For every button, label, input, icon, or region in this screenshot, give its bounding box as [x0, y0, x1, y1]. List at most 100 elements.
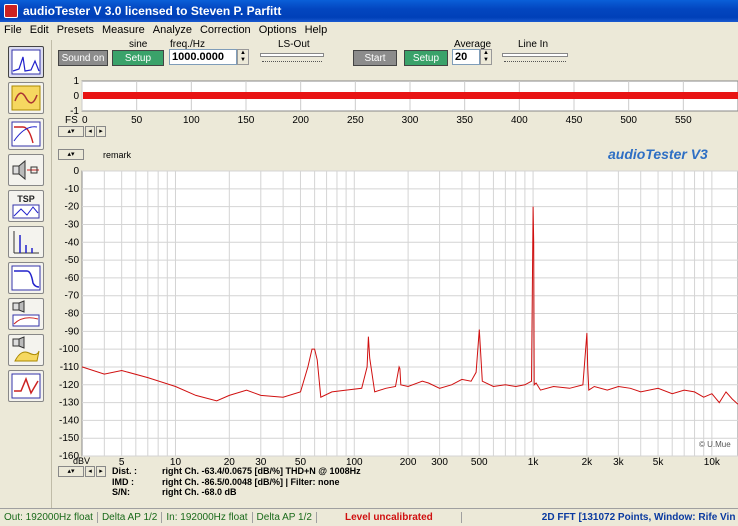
- scope-zoom-button[interactable]: ▴▾: [58, 126, 84, 137]
- tsp-button[interactable]: TSP: [8, 190, 44, 222]
- spectrum-y-tick-label: -50: [65, 255, 80, 266]
- tsp-icon: TSP: [12, 194, 40, 219]
- spectrum-y-tick-label: -120: [59, 380, 79, 391]
- spectrum-x-tick-label: 10k: [704, 457, 721, 468]
- scope-x-tick-label: 450: [566, 115, 583, 126]
- spectrum-scroll-left-button[interactable]: ◂: [85, 466, 95, 477]
- scope-scroll-left-button[interactable]: ◂: [85, 126, 95, 137]
- frequency-spinner[interactable]: ▲ ▼: [237, 49, 249, 65]
- title-bar: audioTester V 3.0 licensed to Steven P. …: [0, 0, 738, 22]
- scope-x-tick-label: 550: [675, 115, 692, 126]
- scope-signal-trace: [83, 92, 738, 99]
- imd-label: IMD :: [112, 477, 134, 487]
- loudspeaker-icon: [12, 336, 40, 362]
- dist-value: right Ch. -63.4/0.0675 [dB/%] THD+N @ 10…: [162, 466, 361, 476]
- copyright-label: © U.Mue: [699, 440, 731, 449]
- generator-setup-button[interactable]: Setup: [112, 50, 164, 66]
- sound-on-button[interactable]: Sound on: [58, 50, 108, 66]
- spectrum-y-tick-label: -30: [65, 219, 80, 230]
- remark-label: remark: [103, 150, 132, 160]
- tool-sidebar: TSP: [0, 40, 52, 508]
- average-label: Average: [454, 39, 492, 50]
- spectrum-x-tick-label: 3k: [613, 457, 625, 468]
- phase-button[interactable]: [8, 370, 44, 402]
- line-in-slider[interactable]: [502, 50, 568, 64]
- menu-analyze[interactable]: Analyze: [152, 24, 192, 36]
- spectrum-x-tick-label: 200: [400, 457, 417, 468]
- scope-x-tick-label: 100: [183, 115, 200, 126]
- average-spinner[interactable]: ▲ ▼: [480, 49, 492, 65]
- scope-panel: 10-1 FS 0 50 100 150 200 250 300 350 400 450 500 55…: [65, 76, 738, 126]
- sn-value: right Ch. -68.0 dB: [162, 487, 237, 497]
- menu-presets[interactable]: Presets: [56, 24, 94, 36]
- scope-x-tick-label: 250: [347, 115, 364, 126]
- scope-x-tick-label: 500: [620, 115, 637, 126]
- window-title: audioTester V 3.0 licensed to Steven P. …: [23, 4, 282, 18]
- spectrum-scroll-right-button[interactable]: ▸: [96, 466, 106, 477]
- ls-out-slider[interactable]: [260, 50, 324, 64]
- menu-options[interactable]: Options: [258, 24, 297, 36]
- dist-label: Dist. :: [112, 466, 138, 476]
- filter-button[interactable]: [8, 262, 44, 294]
- scope-scroll-right-button[interactable]: ▸: [96, 126, 106, 137]
- scope-icon: [11, 85, 41, 111]
- speaker-icon: [12, 159, 39, 181]
- spectrum-trace: [81, 206, 738, 405]
- analyzer-setup-button[interactable]: Setup: [404, 50, 448, 66]
- freq-label: freq./Hz: [170, 39, 206, 50]
- scope-y-tick-label: 1: [73, 76, 79, 87]
- average-input[interactable]: 20: [452, 49, 480, 65]
- scope-y-tick-label: 0: [73, 91, 79, 102]
- spectrum-x-zoom-button[interactable]: ▴▾: [58, 466, 84, 477]
- menu-correction[interactable]: Correction: [199, 24, 251, 36]
- status-input-device: Delta AP 1/2: [253, 512, 317, 523]
- spectrum-y-unit: dBV: [73, 456, 90, 466]
- status-output-device: Delta AP 1/2: [98, 512, 163, 523]
- frequency-response-icon: [11, 121, 41, 147]
- spectrum-y-tick-label: 0: [73, 166, 79, 177]
- menu-measure[interactable]: Measure: [102, 24, 145, 36]
- impulse-button[interactable]: [8, 226, 44, 258]
- menu-bar: File Edit Presets Measure Analyze Correc…: [0, 22, 738, 38]
- generator-button[interactable]: [8, 154, 44, 186]
- spectrum-y-tick-label: -140: [59, 415, 79, 426]
- spectrum-y-tick-label: -110: [60, 362, 80, 373]
- audiotester-logo: audioTester V3: [608, 146, 708, 162]
- menu-help[interactable]: Help: [304, 24, 328, 36]
- spectrum-x-tick-label: 30: [255, 457, 267, 468]
- menu-edit[interactable]: Edit: [29, 24, 49, 36]
- status-level: Level uncalibrated: [317, 512, 462, 523]
- distortion-icon: [12, 300, 40, 327]
- frequency-response-button[interactable]: [8, 118, 44, 150]
- start-button[interactable]: Start: [353, 50, 397, 66]
- phase-icon: [11, 373, 41, 399]
- status-bar: Out: 192000Hz float Delta AP 1/2 In: 192…: [0, 508, 738, 526]
- frequency-input[interactable]: 1000.0000: [169, 49, 237, 65]
- oscilloscope-button[interactable]: [8, 82, 44, 114]
- loudspeaker-button[interactable]: [8, 334, 44, 366]
- spectrum-y-tick-label: -70: [65, 291, 80, 302]
- scope-x-tick-label: 0: [82, 115, 88, 126]
- spectrum-y-tick-label: -150: [59, 433, 79, 444]
- spectrum-x-tick-label: 20: [224, 457, 236, 468]
- menu-file[interactable]: File: [4, 24, 22, 36]
- status-input-format: In: 192000Hz float: [162, 512, 253, 523]
- sn-label: S/N:: [112, 487, 130, 497]
- spectrum-y-tick-label: -40: [65, 237, 80, 248]
- spectrum-x-tick-label: 10: [170, 457, 182, 468]
- scope-x-tick-label: 300: [402, 115, 419, 126]
- spectrum-x-tick-label: 500: [471, 457, 488, 468]
- spectrum-y-tick-label: -100: [59, 344, 79, 355]
- distortion-button[interactable]: [8, 298, 44, 330]
- line-in-label: Line In: [518, 39, 549, 50]
- scope-x-axis: 0 50 100 150 200 250 300 350 400 450 500 550: [82, 115, 692, 126]
- waveform-label: sine: [129, 39, 148, 50]
- spectrum-x-tick-label: 5k: [653, 457, 665, 468]
- scope-x-tick-label: 400: [511, 115, 528, 126]
- spectrum-y-tick-label: -80: [65, 309, 80, 320]
- spectrum-x-tick-label: 1k: [528, 457, 540, 468]
- scope-x-tick-label: 200: [292, 115, 309, 126]
- spectrum-view-button[interactable]: [8, 46, 44, 78]
- scope-y-tick-label: -1: [70, 106, 79, 117]
- spectrum-y-zoom-button[interactable]: ▴▾: [58, 149, 84, 160]
